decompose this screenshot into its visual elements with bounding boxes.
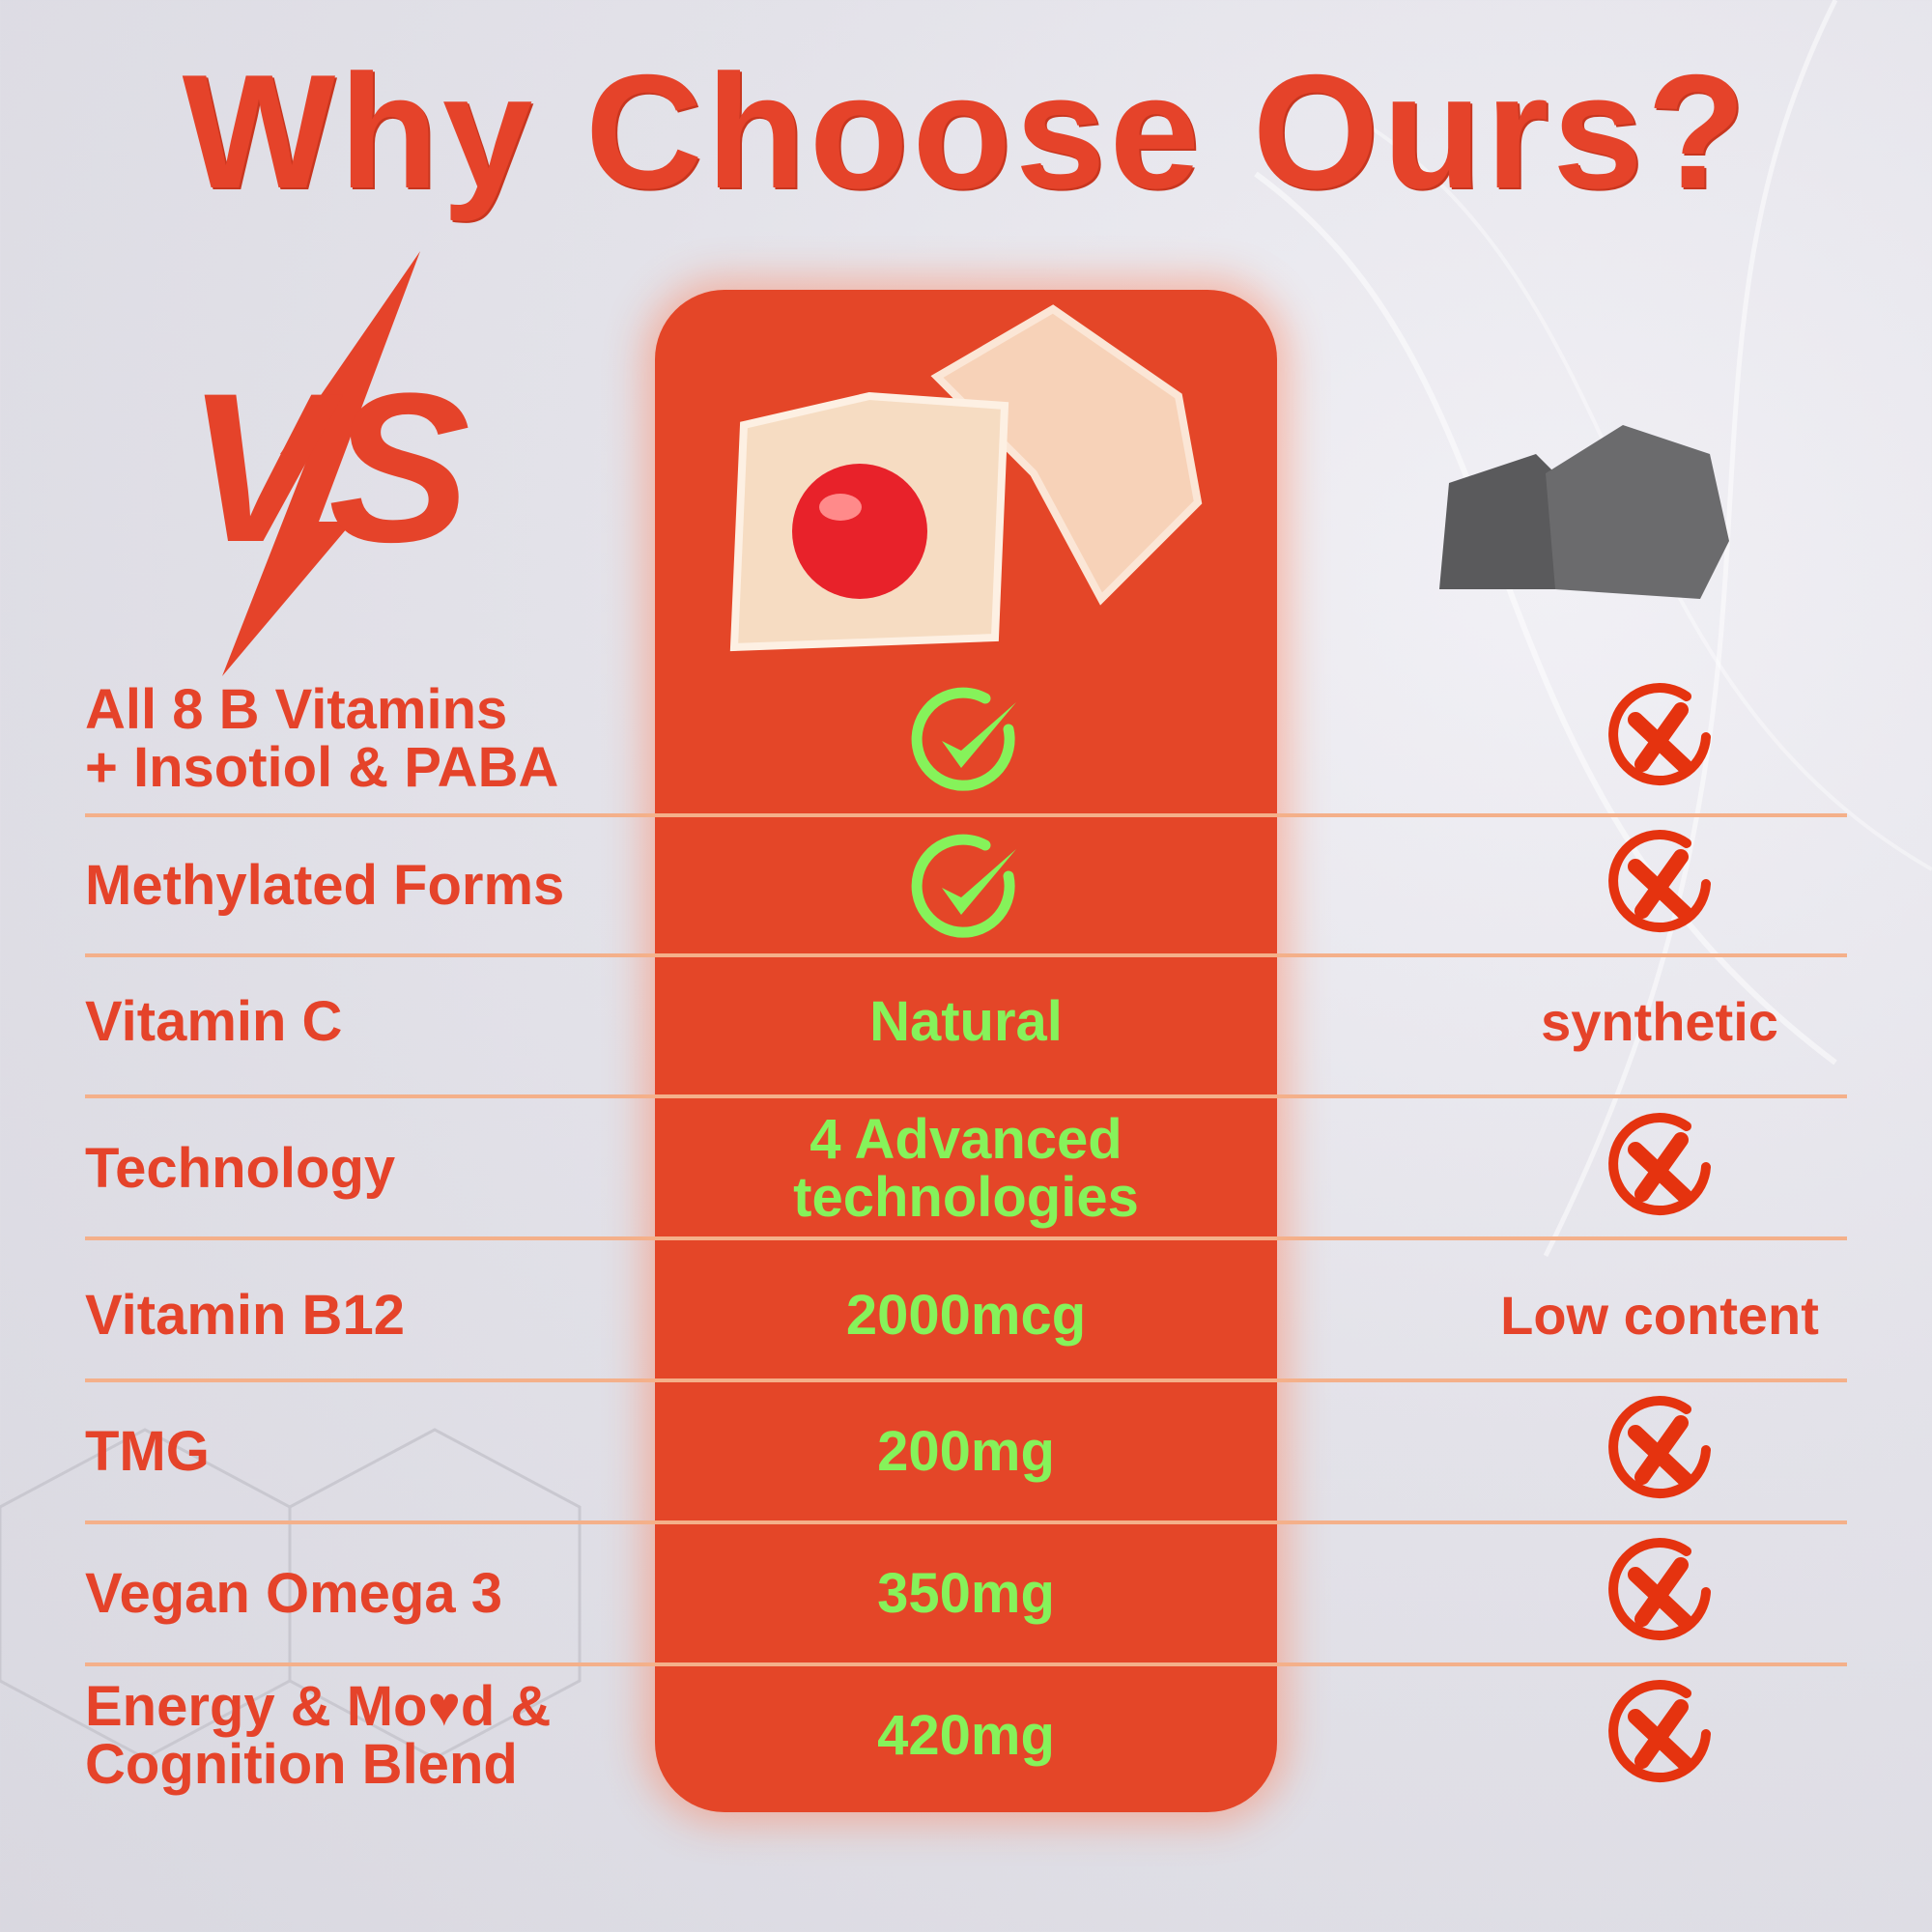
- theirs-cell: [1331, 1536, 1932, 1652]
- ours-cell: Natural: [869, 990, 1063, 1053]
- feature-label: Methylated Forms: [85, 854, 565, 917]
- comparison-row: Technology 4 Advanced technologies: [85, 1101, 1847, 1236]
- row-divider: [85, 1094, 1847, 1098]
- feature-label: Vitamin C: [85, 990, 343, 1053]
- x-circle-icon: [1602, 1394, 1718, 1510]
- row-divider: [85, 953, 1847, 957]
- theirs-cell: [1331, 681, 1932, 797]
- feature-label: Vegan Omega 3: [85, 1562, 502, 1625]
- page-title: Why Choose Ours?: [182, 41, 1750, 222]
- comparison-row: TMG 200mg: [85, 1384, 1847, 1520]
- row-divider: [85, 1378, 1847, 1382]
- comparison-row: Vegan Omega 3 350mg: [85, 1526, 1847, 1662]
- x-circle-icon: [1602, 828, 1718, 944]
- theirs-cell: Low content: [1500, 1285, 1819, 1346]
- feature-label: Technology: [85, 1137, 396, 1200]
- ours-cell: [655, 681, 1277, 797]
- x-circle-icon: [1602, 1536, 1718, 1652]
- comparison-row: All 8 B Vitamins + Insotiol & PABA: [85, 671, 1847, 807]
- ours-cell: [655, 828, 1277, 944]
- theirs-cell: [1331, 1678, 1932, 1794]
- feature-label: Energy & Mo♥d & Cognition Blend: [85, 1675, 552, 1796]
- ours-cell: 200mg: [877, 1420, 1055, 1483]
- x-circle-icon: [1602, 681, 1718, 797]
- comparison-row: Energy & Mo♥d & Cognition Blend 420mg: [85, 1668, 1847, 1804]
- theirs-cell: [1331, 828, 1932, 944]
- check-circle-icon: [908, 828, 1024, 944]
- comparison-row: Vitamin C Natural synthetic: [85, 954, 1847, 1090]
- row-divider: [85, 1236, 1847, 1240]
- x-circle-icon: [1602, 1678, 1718, 1794]
- comparison-row: Methylated Forms: [85, 818, 1847, 953]
- row-divider: [85, 813, 1847, 817]
- theirs-cell: [1331, 1111, 1932, 1227]
- x-circle-icon: [1602, 1111, 1718, 1227]
- check-circle-icon: [908, 681, 1024, 797]
- ours-cell: 2000mcg: [845, 1284, 1087, 1347]
- competitor-gummy-image: [1439, 425, 1729, 599]
- theirs-cell: synthetic: [1541, 991, 1778, 1052]
- row-divider: [85, 1520, 1847, 1524]
- feature-label: Vitamin B12: [85, 1284, 405, 1347]
- comparison-row: Vitamin B12 2000mcg Low content: [85, 1248, 1847, 1383]
- theirs-cell: [1331, 1394, 1932, 1510]
- ours-cell: 350mg: [877, 1562, 1055, 1625]
- ours-cell: 420mg: [877, 1704, 1055, 1767]
- vs-text: VS: [186, 349, 469, 586]
- vs-logo: VS: [186, 251, 470, 676]
- row-divider: [85, 1662, 1847, 1666]
- feature-label: All 8 B Vitamins + Insotiol & PABA: [85, 678, 559, 799]
- our-gummy-image: [729, 304, 1203, 652]
- ours-cell: 4 Advanced technologies: [793, 1108, 1139, 1229]
- feature-label: TMG: [85, 1420, 210, 1483]
